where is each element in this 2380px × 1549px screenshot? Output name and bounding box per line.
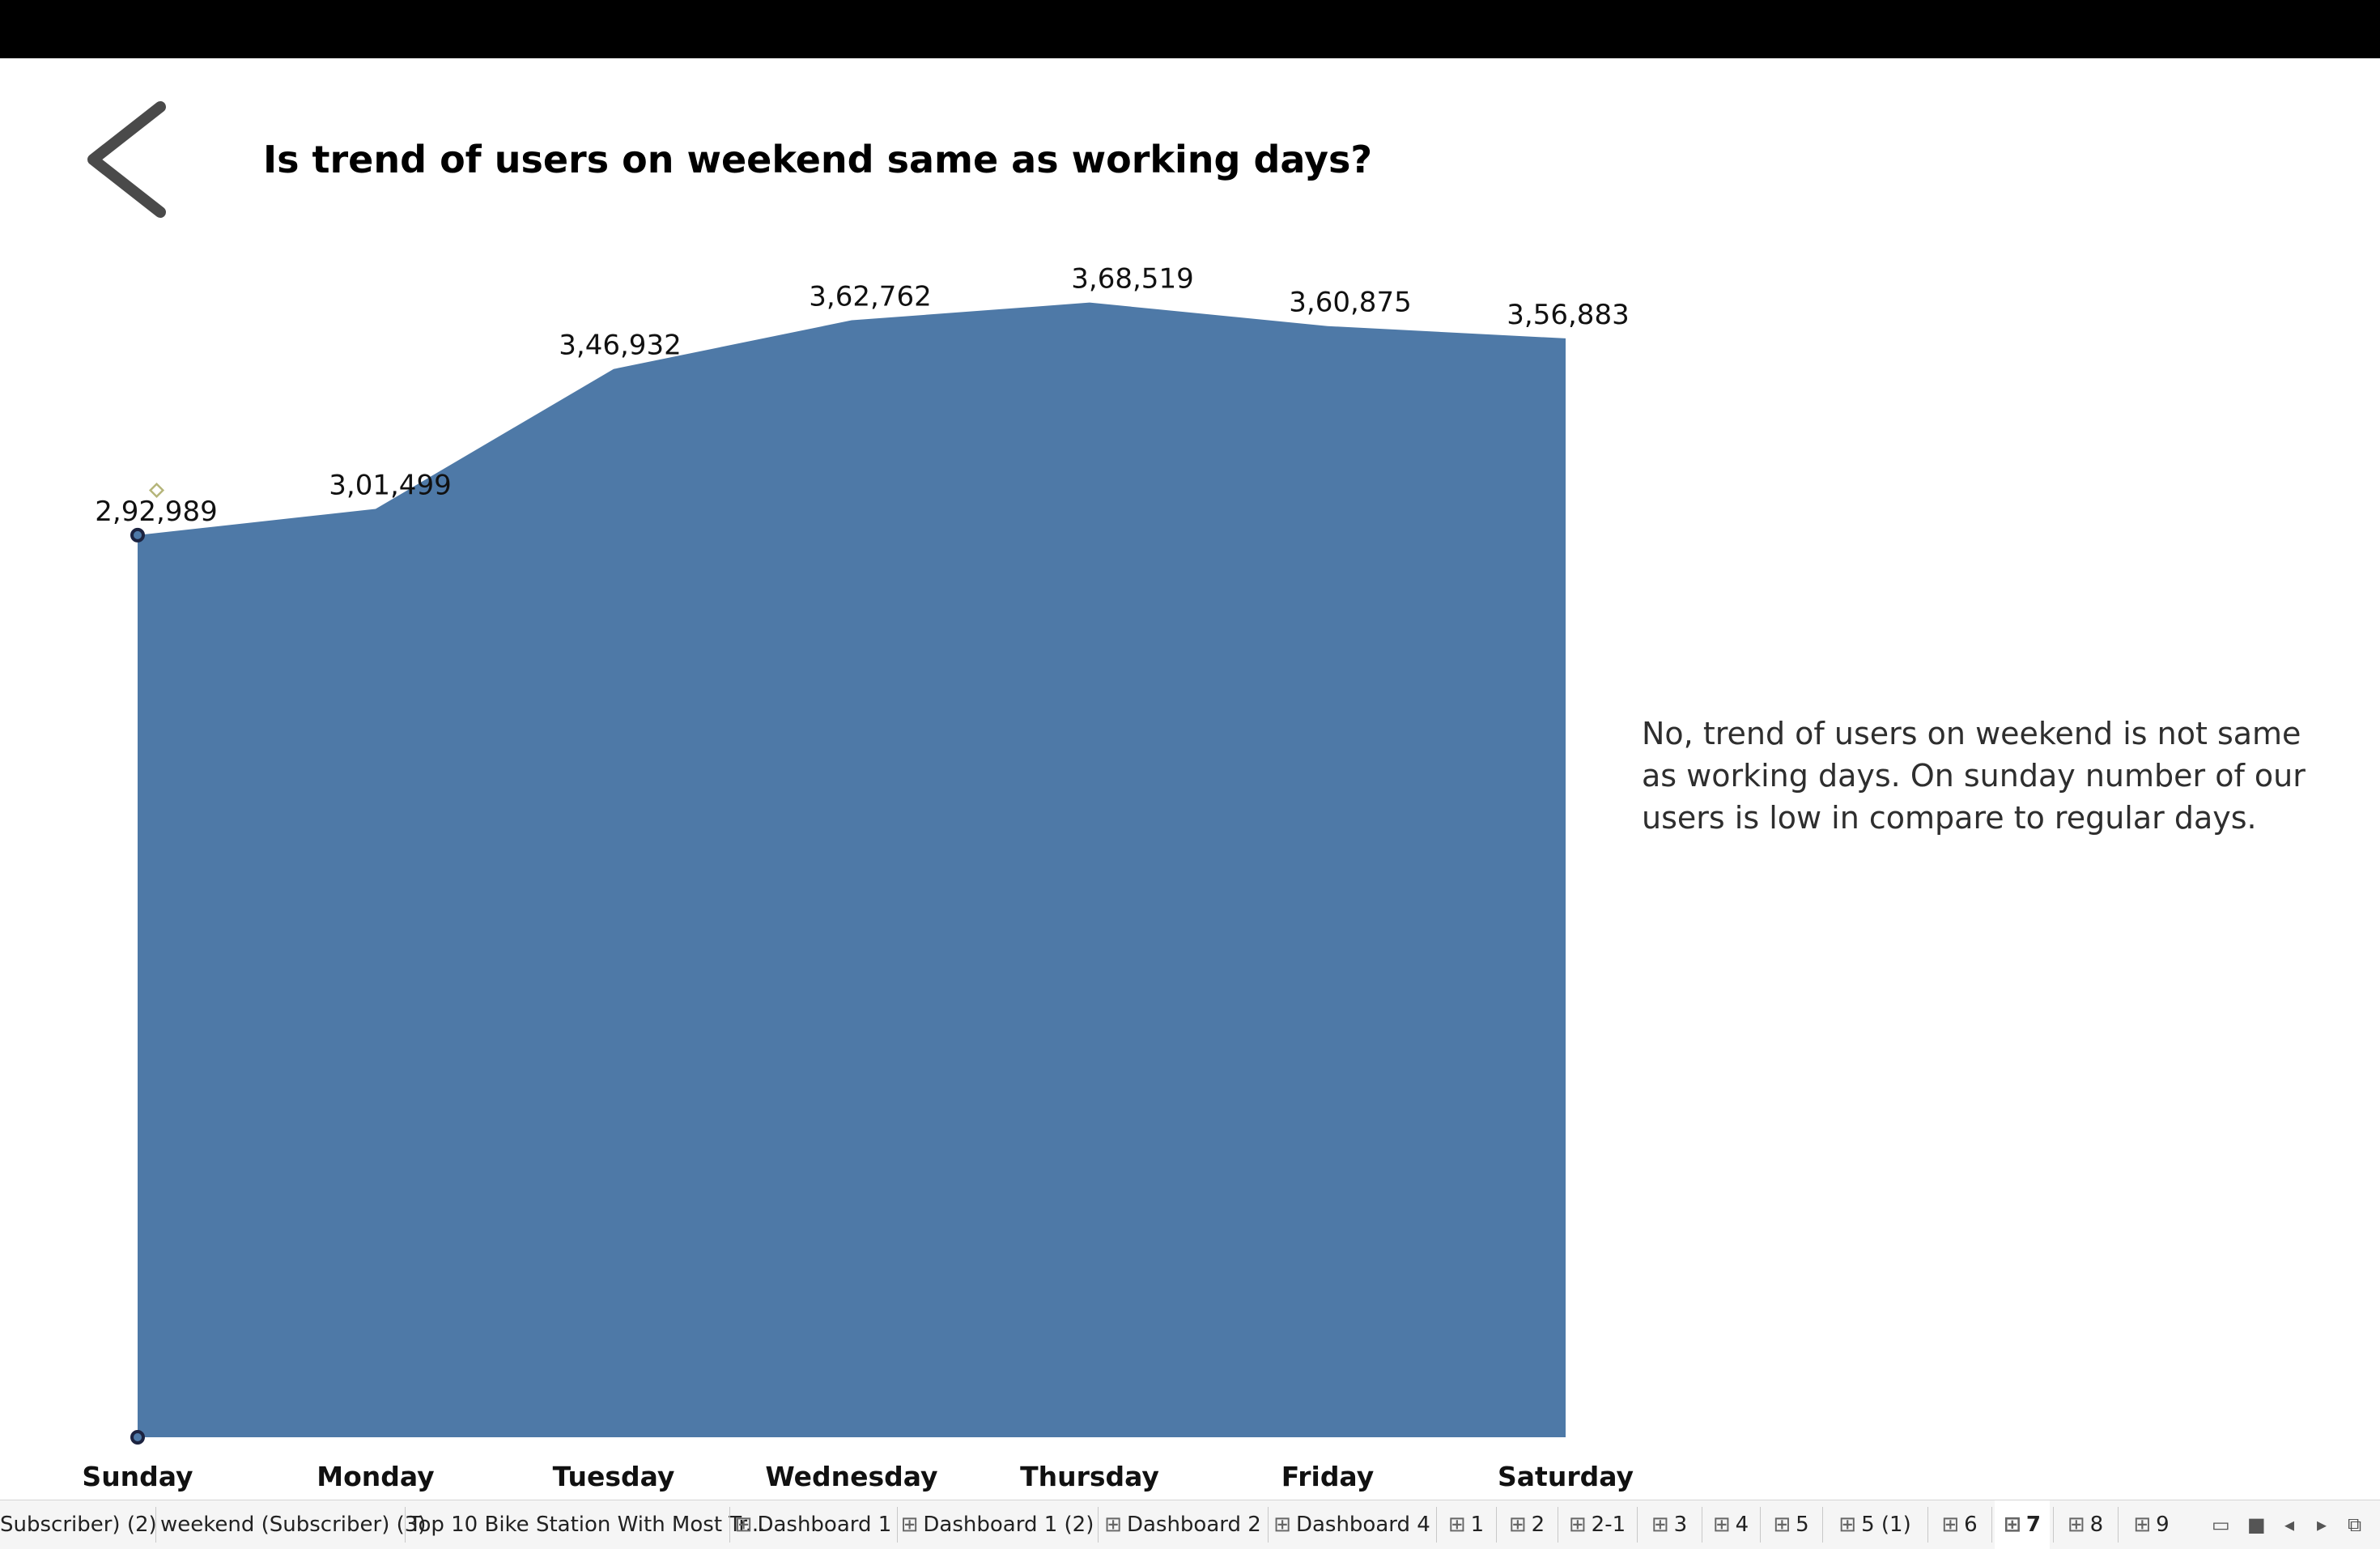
selected-point-marker bbox=[130, 527, 145, 543]
x-tick-label: Monday bbox=[317, 1461, 434, 1492]
data-label: 3,68,519 bbox=[1071, 267, 1193, 296]
sheet-tab-label: Dashboard 1 bbox=[757, 1513, 892, 1537]
sheet-tab-label: 5 bbox=[1796, 1513, 1809, 1537]
dashboard-grid-icon: ⊞ bbox=[1568, 1513, 1587, 1537]
x-tick-label: Wednesday bbox=[765, 1461, 937, 1492]
sheet-tab-label: Subscriber) (2) bbox=[0, 1513, 157, 1537]
data-label: 3,01,499 bbox=[329, 470, 451, 502]
sheet-tab-label: Dashboard 2 bbox=[1126, 1513, 1261, 1537]
sheet-tab[interactable]: ⊞ 4 bbox=[1705, 1500, 1757, 1549]
sheet-tab[interactable]: ⊞ 2-1 bbox=[1561, 1500, 1634, 1549]
top-black-bar bbox=[0, 0, 2380, 58]
dashboard-grid-icon: ⊞ bbox=[2004, 1513, 2021, 1537]
tab-divider bbox=[1822, 1507, 1823, 1543]
sheet-tab-label: Top 10 Bike Station With Most Tr... bbox=[409, 1513, 766, 1537]
sheet-tab[interactable]: ⊞ 8 bbox=[2056, 1500, 2114, 1549]
x-tick-label: Friday bbox=[1281, 1461, 1374, 1492]
sheet-tab-label: 3 bbox=[1673, 1513, 1688, 1537]
sheet-tab-label: Dashboard 4 bbox=[1295, 1513, 1430, 1537]
sheet-tab-label: Dashboard 1 (2) bbox=[923, 1513, 1094, 1537]
presentation-mode-icon[interactable]: ⧉ bbox=[2348, 1513, 2362, 1536]
sheet-tab[interactable]: ⊞ 9 bbox=[2121, 1500, 2182, 1549]
sheet-tab-label: 9 bbox=[2156, 1513, 2170, 1537]
data-label: 3,62,762 bbox=[809, 281, 931, 313]
sheet-tab-label: 2 bbox=[1531, 1513, 1545, 1537]
dashboard-grid-icon: ⊞ bbox=[2067, 1513, 2085, 1537]
scroll-left-icon[interactable]: ◂ bbox=[2284, 1513, 2295, 1536]
tab-divider bbox=[1268, 1507, 1269, 1543]
tab-divider bbox=[897, 1507, 898, 1543]
dashboard-grid-icon: ⊞ bbox=[1773, 1513, 1791, 1537]
sheet-tab[interactable]: ⊞ Dashboard 1 (2) bbox=[900, 1500, 1094, 1549]
chevron-left-icon bbox=[87, 101, 166, 218]
sheet-tab[interactable]: ⊞ 5 bbox=[1763, 1500, 1819, 1549]
dashboard-grid-icon: ⊞ bbox=[1508, 1513, 1527, 1537]
sheet-tab[interactable]: ⊞ 5 (1) bbox=[1825, 1500, 1924, 1549]
area-chart: 2,92,989 3,01,499 3,46,932 3,62,762 3,68,519… bbox=[82, 267, 1634, 1492]
sheet-tab-label: 6 bbox=[1964, 1513, 1978, 1537]
dashboard-title: Is trend of users on weekend same as wor… bbox=[263, 138, 1373, 181]
show-tabs-icon[interactable]: ■ bbox=[2247, 1513, 2266, 1536]
dashboard-grid-icon: ⊞ bbox=[1712, 1513, 1731, 1537]
x-tick-label: Tuesday bbox=[553, 1461, 675, 1492]
data-label: 3,60,875 bbox=[1289, 287, 1411, 319]
sheet-tab[interactable]: ⊞ Dashboard 4 bbox=[1271, 1500, 1433, 1549]
dashboard-grid-icon: ⊞ bbox=[1104, 1513, 1122, 1537]
back-button[interactable] bbox=[81, 99, 178, 220]
sheet-tab[interactable]: ⊞ 2 bbox=[1499, 1500, 1554, 1549]
sheet-tab-label: 4 bbox=[1735, 1513, 1749, 1537]
sheet-tab[interactable]: ⊞ Dashboard 2 bbox=[1101, 1500, 1264, 1549]
dashboard-grid-icon: ⊞ bbox=[2133, 1513, 2152, 1537]
sheet-tab-label: 5 (1) bbox=[1861, 1513, 1911, 1537]
sheet-tab-label: 2-1 bbox=[1591, 1513, 1626, 1537]
x-tick-label: Saturday bbox=[1498, 1461, 1634, 1492]
tab-divider bbox=[2053, 1507, 2054, 1543]
selected-point-base-marker bbox=[130, 1430, 145, 1445]
dashboard-grid-icon: ⊞ bbox=[1273, 1513, 1291, 1537]
data-label: 2,92,989 bbox=[95, 496, 217, 528]
sheet-tab[interactable]: weekend (Subscriber) (3) bbox=[160, 1500, 426, 1549]
tab-divider bbox=[1098, 1507, 1099, 1543]
x-tick-label: Thursday bbox=[1020, 1461, 1159, 1492]
tab-divider bbox=[1637, 1507, 1638, 1543]
sheet-tab-label: 1 bbox=[1470, 1513, 1485, 1537]
tab-divider bbox=[1760, 1507, 1761, 1543]
tab-divider bbox=[1436, 1507, 1437, 1543]
tab-divider bbox=[2118, 1507, 2119, 1543]
tab-divider bbox=[1991, 1507, 1992, 1543]
sheet-tab[interactable]: ⊞ 7 bbox=[1995, 1500, 2050, 1549]
sheet-tab-label: 8 bbox=[2089, 1513, 2104, 1537]
sheet-tab-bar: Subscriber) (2) weekend (Subscriber) (3) T… bbox=[0, 1500, 2380, 1549]
tab-divider bbox=[1927, 1507, 1928, 1543]
sheet-tab[interactable]: ⊞ 3 bbox=[1640, 1500, 1698, 1549]
dashboard-grid-icon: ⊞ bbox=[1838, 1513, 1857, 1537]
sheet-tab[interactable]: Subscriber) (2) bbox=[0, 1500, 157, 1549]
area-series bbox=[138, 302, 1566, 1438]
dashboard-grid-icon: ⊞ bbox=[1941, 1513, 1960, 1537]
sheet-tab[interactable]: ⊞ 6 bbox=[1931, 1500, 1988, 1549]
tab-divider bbox=[1496, 1507, 1497, 1543]
data-label: 3,56,883 bbox=[1507, 299, 1629, 331]
tab-divider bbox=[405, 1507, 406, 1543]
sheet-tab[interactable]: ⊞ 1 bbox=[1439, 1500, 1493, 1549]
sheet-tab-label: 7 bbox=[2025, 1513, 2041, 1537]
sheet-tab[interactable]: Top 10 Bike Station With Most Tr... bbox=[409, 1500, 765, 1549]
scroll-right-icon[interactable]: ▸ bbox=[2317, 1513, 2327, 1536]
dashboard-grid-icon: ⊞ bbox=[1447, 1513, 1466, 1537]
dashboard-grid-icon: ⊞ bbox=[900, 1513, 919, 1537]
sheet-tab-label: weekend (Subscriber) (3) bbox=[160, 1513, 427, 1537]
insight-note: No, trend of users on weekend is not sam… bbox=[1642, 716, 2306, 836]
x-tick-label: Sunday bbox=[82, 1461, 193, 1492]
tab-divider bbox=[155, 1507, 156, 1543]
dashboard-grid-icon: ⊞ bbox=[734, 1513, 753, 1537]
data-label: 3,46,932 bbox=[559, 330, 681, 362]
show-filmstrip-icon[interactable]: ▭ bbox=[2212, 1513, 2230, 1536]
dashboard-grid-icon: ⊞ bbox=[1651, 1513, 1669, 1537]
tab-divider bbox=[729, 1507, 730, 1543]
annotation-diamond-icon bbox=[148, 482, 165, 499]
sheet-tab[interactable]: ⊞ Dashboard 1 bbox=[733, 1500, 894, 1549]
